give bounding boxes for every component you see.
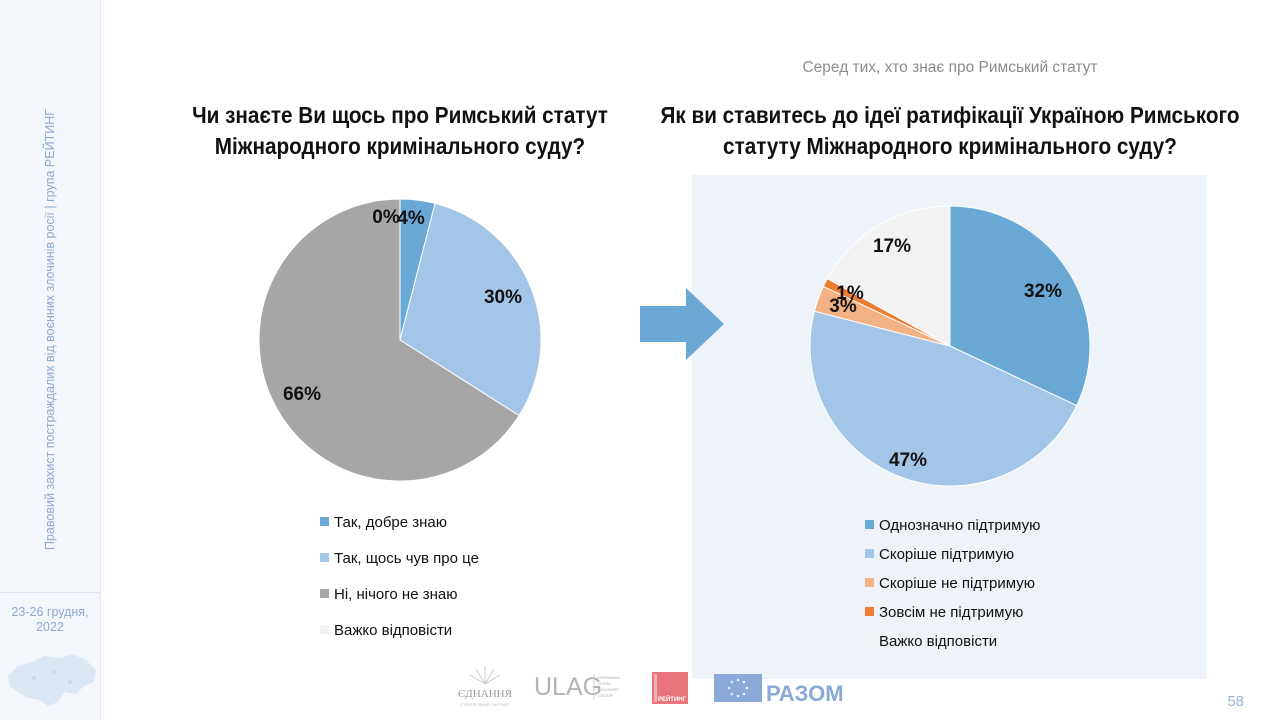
- sidebar-caption: Правовий захист постраждалих від воєнних…: [43, 109, 57, 550]
- chart2-legend-label: Важко відповісти: [879, 633, 998, 650]
- razom-logo: РАЗОМ: [714, 674, 844, 704]
- chart2-legend-item: Важко відповісти: [865, 633, 997, 650]
- chart2-legend-swatch: [865, 520, 874, 529]
- chart2-slice-0: [949, 205, 1091, 407]
- ednannia-subtext: СТРАТЕГІЧНИЙ ПАРТНЕР: [460, 702, 510, 707]
- sidebar-divider: [0, 592, 100, 593]
- ukraine-map-icon: [8, 654, 96, 706]
- ulag-subtext-1: UKRAINIAN: [598, 675, 620, 680]
- chart1-legend-swatch: [320, 625, 329, 634]
- chart1-legend-swatch: [320, 517, 329, 526]
- chart2-legend-item: Скоріше підтримую: [865, 546, 1014, 563]
- rating-logo: РЕЙТИНГ: [652, 672, 688, 704]
- chart2-label-3: 1%: [836, 283, 864, 304]
- ulag-subtext-4: GROUP: [598, 693, 613, 698]
- ulag-subtext-3: ADVISORY: [598, 687, 619, 692]
- survey-date: 23-26 грудня, 2022: [0, 605, 100, 635]
- chart2-legend-swatch: [865, 549, 874, 558]
- right-arrow-icon: [640, 288, 724, 360]
- chart-subtitle: Серед тих, хто знає про Римський статут: [802, 59, 1098, 76]
- chart1-title: Чи знаєте Ви щось про Римський статут Мі…: [192, 102, 608, 159]
- page-number: 58: [1227, 693, 1244, 710]
- chart2-legend-item: Однозначно підтримую: [865, 517, 1040, 534]
- chart2-label-1: 47%: [889, 450, 927, 471]
- chart1-slice-1: [399, 202, 542, 417]
- chart1-legend-label: Так, добре знаю: [334, 514, 448, 531]
- rating-text: РЕЙТИНГ: [658, 695, 687, 703]
- ulag-logo: ULAG UKRAINIAN LEGAL ADVISORY GROUP: [534, 673, 620, 701]
- chart2-legend-label: Скоріше підтримую: [879, 546, 1015, 563]
- chart1-legend-label: Ні, нічого не знаю: [334, 586, 458, 603]
- sidebar: Правовий захист постраждалих від воєнних…: [0, 0, 101, 720]
- chart2-legend-item: Скоріше не підтримую: [865, 575, 1035, 592]
- survey-date-line1: 23-26 грудня,: [11, 605, 89, 619]
- chart2-legend-swatch: [865, 636, 874, 645]
- chart1-legend-item: Важко відповісти: [320, 622, 452, 639]
- ulag-subtext-2: LEGAL: [598, 681, 612, 686]
- chart2-title: Як ви ставитесь до ідеї ратифікації Укра…: [660, 102, 1240, 159]
- razom-text: РАЗОМ: [766, 681, 844, 704]
- chart1-pie: 4% 30% 66% 0%: [258, 198, 542, 482]
- chart1-label-2: 66%: [283, 384, 321, 405]
- partner-logos: ЄДНАННЯ СТРАТЕГІЧНИЙ ПАРТНЕР ULAG UKRAIN…: [450, 662, 870, 712]
- ednannia-logo: ЄДНАННЯ СТРАТЕГІЧНИЙ ПАРТНЕР: [458, 666, 513, 707]
- chart2-legend-label: Скоріше не підтримую: [879, 575, 1035, 592]
- chart1-label-1: 30%: [484, 287, 522, 308]
- chart2-legend-swatch: [865, 607, 874, 616]
- chart2-legend-label: Однозначно підтримую: [879, 517, 1041, 534]
- chart2-legend-swatch: [865, 578, 874, 587]
- chart1-slice-2: [258, 198, 520, 482]
- ulag-text: ULAG: [534, 673, 602, 701]
- chart1-legend-swatch: [320, 589, 329, 598]
- chart2-slice-1: [809, 310, 1078, 487]
- ednannia-text: ЄДНАННЯ: [458, 688, 513, 700]
- chart1-legend-item: Так, щось чув про це: [320, 550, 479, 567]
- chart2-pie: 32% 47% 3% 1% 17%: [809, 205, 1091, 487]
- chart2-label-4: 17%: [873, 236, 911, 257]
- chart2-label-0: 32%: [1024, 281, 1062, 302]
- chart1-legend-item: Ні, нічого не знаю: [320, 586, 457, 603]
- chart1-legend-label: Так, щось чув про це: [334, 550, 479, 567]
- chart1-label-3: 0%: [372, 207, 400, 228]
- chart1-label-0: 4%: [397, 208, 425, 229]
- chart2-label-2: 3%: [829, 296, 857, 317]
- chart1-legend-label: Важко відповісти: [334, 622, 453, 639]
- survey-date-line2: 2022: [36, 620, 64, 634]
- chart2-legend-item: Зовсім не підтримую: [865, 604, 1023, 621]
- chart1-legend-item: Так, добре знаю: [320, 514, 447, 531]
- chart1-legend-swatch: [320, 553, 329, 562]
- chart2-slice-4: [826, 205, 951, 347]
- chart2-legend-label: Зовсім не підтримую: [879, 604, 1024, 621]
